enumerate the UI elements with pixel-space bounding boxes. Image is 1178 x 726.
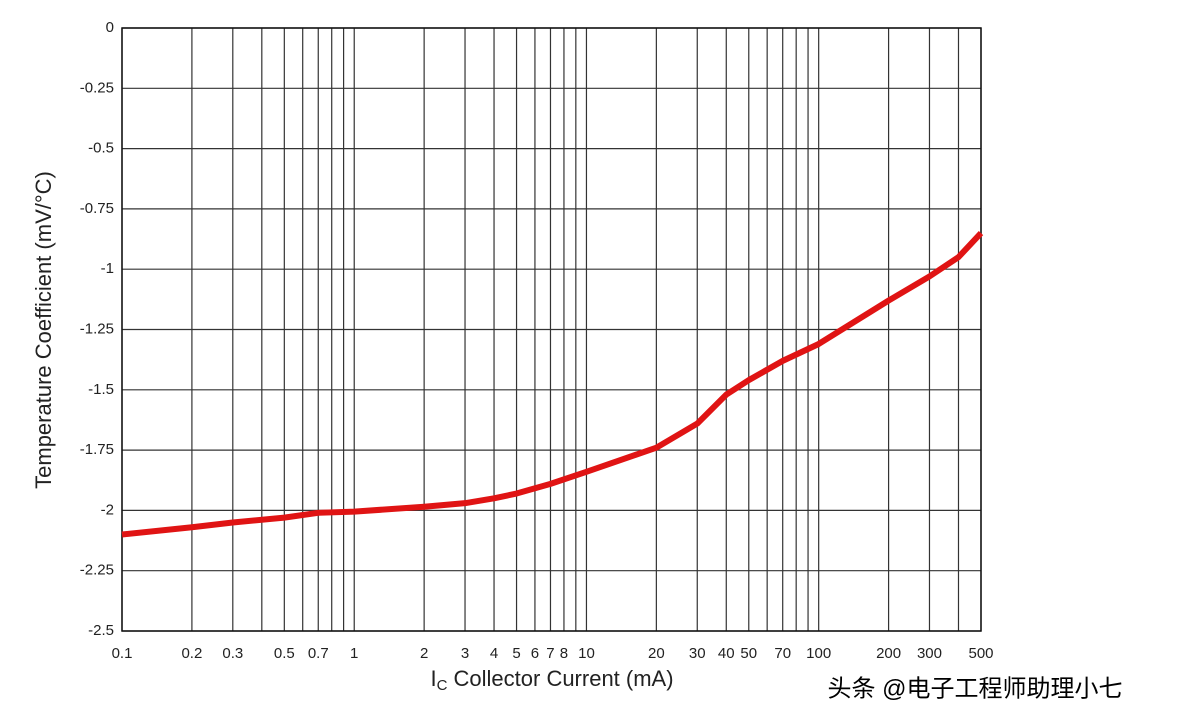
x-tick-label: 0.7	[308, 645, 329, 662]
x-tick-label: 20	[648, 645, 665, 662]
y-tick-label: -2	[101, 501, 114, 518]
y-tick-label: 0	[106, 19, 114, 36]
x-label-rest: Collector Current (mA)	[447, 666, 673, 691]
x-tick-label: 3	[461, 645, 469, 662]
x-tick-label: 8	[560, 645, 568, 662]
x-tick-label: 0.1	[112, 645, 133, 662]
y-tick-label: -1.75	[80, 441, 114, 458]
x-tick-label: 10	[578, 645, 595, 662]
x-tick-label: 40	[718, 645, 735, 662]
x-label-sub: C	[437, 677, 448, 694]
y-tick-label: -1.25	[80, 320, 114, 337]
y-tick-label: -0.25	[80, 79, 114, 96]
plot-frame	[121, 27, 982, 632]
y-tick-label: -0.75	[80, 200, 114, 217]
x-tick-label: 30	[689, 645, 706, 662]
x-label-main: I	[430, 666, 436, 691]
y-tick-label: -2.5	[88, 622, 114, 639]
x-tick-label: 2	[420, 645, 428, 662]
y-axis-label: Temperature Coefficient (mV/°C)	[31, 171, 56, 489]
y-tick-label: -1	[101, 260, 114, 277]
x-tick-label: 70	[774, 645, 791, 662]
x-tick-label: 300	[917, 645, 942, 662]
x-axis-label: IC Collector Current (mA)	[430, 666, 673, 694]
x-tick-label: 5	[512, 645, 520, 662]
y-tick-label: -1.5	[88, 381, 114, 398]
y-tick-label: -0.5	[88, 140, 114, 157]
x-tick-label: 1	[350, 645, 358, 662]
x-tick-label: 7	[546, 645, 554, 662]
watermark: 头条 @电子工程师助理小七	[827, 675, 1122, 702]
x-tick-label: 50	[740, 645, 757, 662]
x-tick-label: 200	[876, 645, 901, 662]
x-tick-label: 4	[490, 645, 498, 662]
x-tick-label: 0.5	[274, 645, 295, 662]
x-tick-label: 0.2	[181, 645, 202, 662]
x-tick-label: 6	[531, 645, 539, 662]
x-tick-label: 100	[806, 645, 831, 662]
y-tick-label: -2.25	[80, 562, 114, 579]
x-tick-label: 0.3	[222, 645, 243, 662]
x-tick-label: 500	[968, 645, 993, 662]
data-line	[121, 230, 984, 538]
